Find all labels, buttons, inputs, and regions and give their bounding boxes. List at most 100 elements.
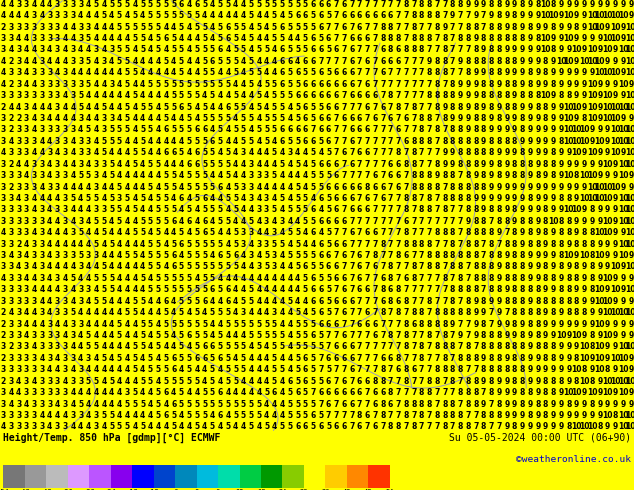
Text: 5: 5 bbox=[233, 228, 238, 237]
Bar bbox=[347, 466, 368, 488]
Text: 10: 10 bbox=[564, 388, 574, 397]
Text: 9: 9 bbox=[605, 0, 610, 9]
Text: 8: 8 bbox=[458, 0, 463, 9]
Text: 7: 7 bbox=[458, 343, 463, 351]
Text: 7: 7 bbox=[473, 365, 479, 374]
Text: 8: 8 bbox=[403, 46, 409, 54]
Text: 5: 5 bbox=[272, 354, 277, 363]
Text: 7: 7 bbox=[427, 102, 432, 112]
Text: 5: 5 bbox=[133, 365, 138, 374]
Text: 8: 8 bbox=[543, 57, 548, 66]
Text: 5: 5 bbox=[133, 205, 138, 215]
Text: 7: 7 bbox=[342, 137, 347, 146]
Text: 6: 6 bbox=[380, 11, 385, 20]
Text: 6: 6 bbox=[349, 34, 354, 43]
Text: 4: 4 bbox=[124, 319, 130, 329]
Text: 10: 10 bbox=[618, 251, 628, 260]
Text: 4: 4 bbox=[63, 46, 68, 54]
Text: 6: 6 bbox=[349, 46, 354, 54]
Text: 8: 8 bbox=[427, 11, 432, 20]
Text: 4: 4 bbox=[16, 34, 22, 43]
Text: 5: 5 bbox=[186, 240, 191, 248]
Text: 8: 8 bbox=[496, 91, 501, 100]
Text: 5: 5 bbox=[164, 57, 169, 66]
Text: 4: 4 bbox=[186, 46, 191, 54]
Text: 8: 8 bbox=[380, 377, 385, 386]
Text: 5: 5 bbox=[148, 125, 153, 134]
Text: 4: 4 bbox=[63, 183, 68, 192]
Text: 10: 10 bbox=[610, 68, 621, 77]
Text: 5: 5 bbox=[171, 205, 176, 215]
Text: 9: 9 bbox=[621, 68, 626, 77]
Text: 4: 4 bbox=[94, 57, 99, 66]
Text: 4: 4 bbox=[94, 68, 99, 77]
Text: 3: 3 bbox=[24, 148, 29, 157]
Text: 5: 5 bbox=[117, 205, 122, 215]
Text: 3: 3 bbox=[16, 23, 22, 32]
Text: 5: 5 bbox=[133, 388, 138, 397]
Text: 4: 4 bbox=[179, 365, 184, 374]
Text: 3: 3 bbox=[16, 251, 22, 260]
Text: 7: 7 bbox=[349, 331, 354, 340]
Text: 6: 6 bbox=[365, 148, 370, 157]
Text: 4: 4 bbox=[124, 377, 130, 386]
Text: 7: 7 bbox=[434, 114, 440, 123]
Text: 10: 10 bbox=[579, 354, 590, 363]
Text: 10: 10 bbox=[618, 125, 628, 134]
Text: 3: 3 bbox=[8, 319, 13, 329]
Text: 5: 5 bbox=[233, 205, 238, 215]
Text: 3: 3 bbox=[8, 171, 13, 180]
Text: 5: 5 bbox=[109, 0, 114, 9]
Text: 8: 8 bbox=[442, 34, 448, 43]
Text: 4: 4 bbox=[155, 148, 161, 157]
Text: 7: 7 bbox=[419, 160, 424, 169]
Text: 3: 3 bbox=[16, 57, 22, 66]
Text: 5: 5 bbox=[326, 285, 331, 294]
Text: 8: 8 bbox=[411, 102, 417, 112]
Bar bbox=[68, 466, 89, 488]
Text: 8: 8 bbox=[559, 217, 564, 226]
Text: 7: 7 bbox=[342, 102, 347, 112]
Text: 4: 4 bbox=[179, 160, 184, 169]
Text: 4: 4 bbox=[155, 308, 161, 317]
Text: 5: 5 bbox=[101, 411, 107, 420]
Text: 8: 8 bbox=[512, 297, 517, 306]
Text: 9: 9 bbox=[566, 331, 571, 340]
Text: 3: 3 bbox=[86, 148, 91, 157]
Text: 6: 6 bbox=[349, 297, 354, 306]
Text: 5: 5 bbox=[133, 23, 138, 32]
Text: 5: 5 bbox=[195, 23, 200, 32]
Text: 8: 8 bbox=[458, 388, 463, 397]
Text: 5: 5 bbox=[280, 194, 285, 203]
Text: 5: 5 bbox=[295, 205, 300, 215]
Text: 3: 3 bbox=[16, 228, 22, 237]
Bar bbox=[325, 466, 347, 488]
Text: 3: 3 bbox=[86, 251, 91, 260]
Text: 9: 9 bbox=[465, 102, 470, 112]
Text: 8: 8 bbox=[520, 274, 525, 283]
Text: 10: 10 bbox=[626, 34, 634, 43]
Text: 9: 9 bbox=[605, 319, 610, 329]
Text: 4: 4 bbox=[63, 160, 68, 169]
Text: 6: 6 bbox=[333, 422, 339, 431]
Text: 7: 7 bbox=[442, 285, 448, 294]
Text: 7: 7 bbox=[403, 57, 409, 66]
Text: 5: 5 bbox=[217, 263, 223, 271]
Text: 5: 5 bbox=[233, 102, 238, 112]
Text: 3: 3 bbox=[55, 297, 60, 306]
Text: 9: 9 bbox=[465, 0, 470, 9]
Text: 5: 5 bbox=[318, 102, 323, 112]
Text: 5: 5 bbox=[249, 297, 254, 306]
Text: 5: 5 bbox=[186, 297, 191, 306]
Text: 5: 5 bbox=[133, 399, 138, 409]
Text: 5: 5 bbox=[155, 263, 160, 271]
Text: 8: 8 bbox=[559, 228, 564, 237]
Text: 6: 6 bbox=[342, 68, 347, 77]
Text: 9: 9 bbox=[582, 148, 587, 157]
Text: 4: 4 bbox=[155, 297, 161, 306]
Text: 9: 9 bbox=[597, 331, 602, 340]
Text: 5: 5 bbox=[195, 171, 200, 180]
Text: 4: 4 bbox=[8, 137, 13, 146]
Text: 3: 3 bbox=[78, 160, 83, 169]
Text: 8: 8 bbox=[403, 297, 409, 306]
